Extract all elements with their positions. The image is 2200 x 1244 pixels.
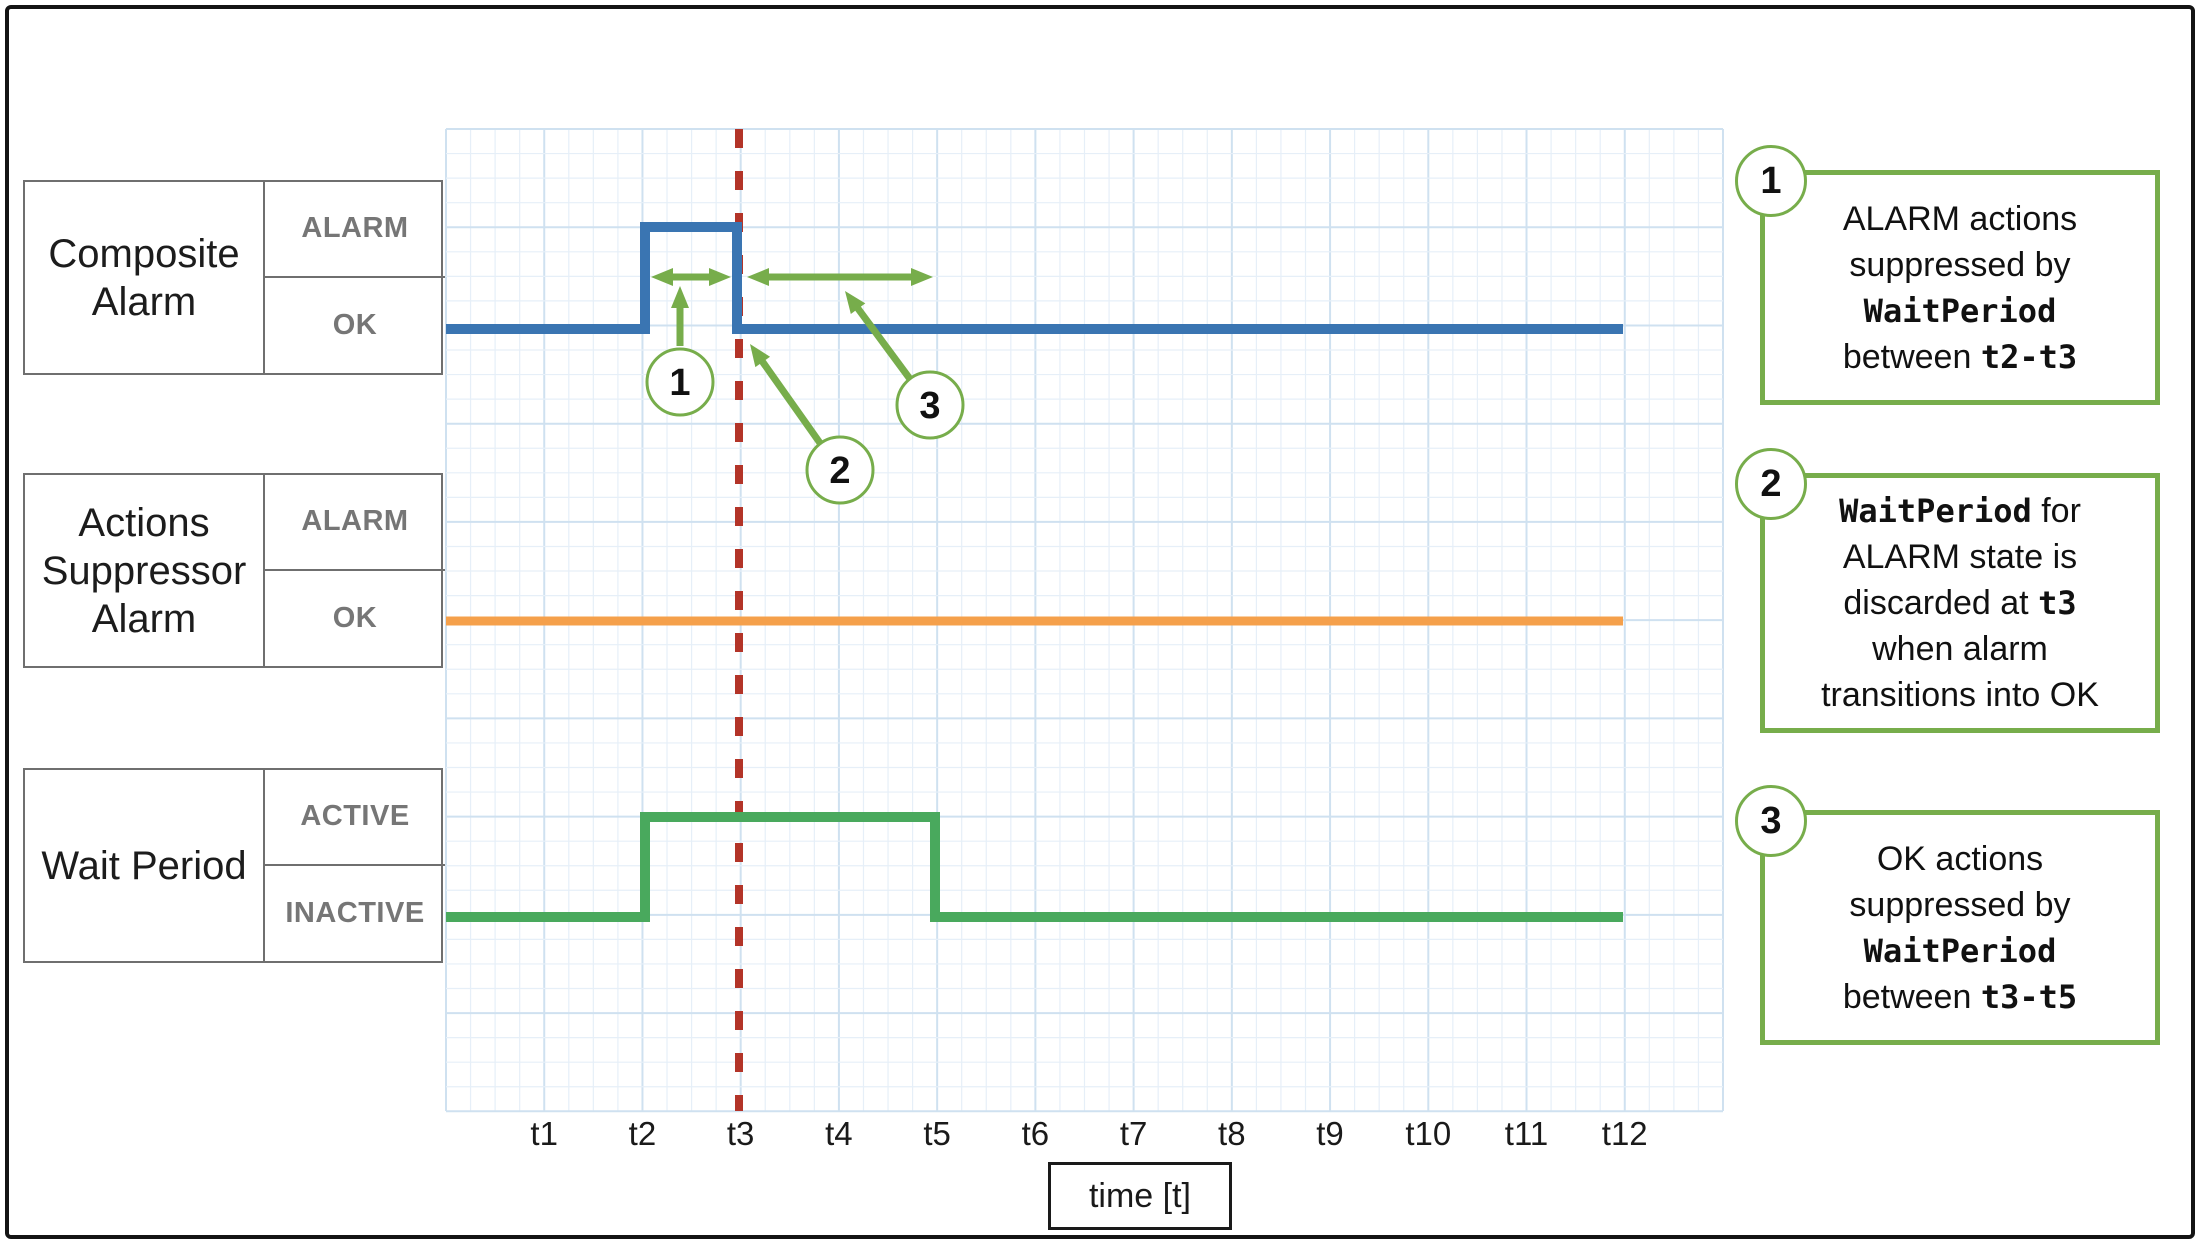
callout-2-number: 2 (1760, 463, 1782, 505)
tick-label-t9: t9 (1316, 1115, 1344, 1152)
callout-2-line: WaitPeriod for (1839, 492, 2081, 530)
tick-label-t8: t8 (1218, 1115, 1246, 1152)
callout-1-line: WaitPeriod (1863, 291, 2057, 330)
row-actions-suppressor-alarm: Actions Suppressor Alarm ALARM OK (23, 473, 445, 668)
callout-2-line: when alarm (1872, 630, 2048, 668)
callout-3-line: between t3-t5 (1842, 977, 2078, 1016)
row-label: Wait Period (25, 770, 265, 961)
callout-1-line: suppressed by (1849, 245, 2071, 284)
span-t3-t5-arrow-head (911, 268, 933, 286)
row-composite-alarm: Composite Alarm ALARM OK (23, 180, 445, 375)
callout-3-line: suppressed by (1849, 885, 2071, 924)
tick-label-t1: t1 (530, 1115, 558, 1152)
callout3-pointer-arrow (852, 303, 913, 382)
callout-2-line: ALARM state is (1842, 538, 2078, 576)
state-label-active: ACTIVE (265, 770, 445, 866)
callout-2-line: discarded at t3 (1843, 584, 2077, 622)
state-label-inactive: INACTIVE (285, 896, 425, 929)
tick-label-t6: t6 (1022, 1115, 1050, 1152)
tick-label-t12: t12 (1602, 1115, 1648, 1152)
callout-1-badge: 1 (1735, 145, 1807, 217)
marker-circle-1 (645, 347, 715, 417)
marker-circle-3 (895, 370, 965, 440)
state-label-alarm: ALARM (265, 475, 445, 571)
marker-circle-2 (805, 435, 875, 505)
callout-3-badge: 3 (1735, 785, 1807, 857)
callout-1: 1 ALARM actions suppressed by WaitPeriod… (1735, 145, 2160, 405)
marker-number-1: 1 (669, 362, 690, 404)
tick-label-t11: t11 (1505, 1115, 1548, 1152)
callout-1-line: between t2-t3 (1842, 337, 2078, 376)
callout-1-line: ALARM actions (1842, 199, 2078, 238)
time-axis-label: time [t] (1048, 1162, 1232, 1230)
callout-3-line: OK actions (1876, 839, 2044, 878)
row-wait-period: Wait Period ACTIVE INACTIVE (23, 768, 445, 963)
callout-2-badge: 2 (1735, 448, 1807, 520)
tick-label-t7: t7 (1120, 1115, 1148, 1152)
tick-label-t3: t3 (727, 1115, 755, 1152)
state-label-ok: OK (332, 308, 378, 341)
span-t2-t3-arrow-head (651, 268, 673, 286)
callout-2: 2 WaitPeriod for ALARM state is discarde… (1735, 448, 2160, 733)
state-label-ok: OK (332, 601, 378, 634)
span-t2-t3-arrow-head (709, 268, 731, 286)
callout-3-number: 3 (1760, 800, 1782, 842)
callout-3: 3 OK actions suppressed by WaitPeriod be… (1735, 785, 2160, 1045)
tick-label-t5: t5 (923, 1115, 951, 1152)
marker-number-2: 2 (829, 450, 850, 492)
callout-2-line: transitions into OK (1821, 676, 2099, 714)
tick-label-t4: t4 (825, 1115, 853, 1152)
row-label: Composite Alarm (25, 182, 265, 373)
callout2-pointer-arrow (757, 356, 823, 446)
callout2-pointer-arrow-head (750, 344, 771, 368)
callout3-pointer-arrow-head (845, 291, 866, 315)
marker-number-3: 3 (919, 385, 940, 427)
callout1-pointer-arrow-head (671, 286, 689, 308)
span-t3-t5-arrow-head (747, 268, 769, 286)
row-label: Actions Suppressor Alarm (25, 475, 265, 666)
callout-1-number: 1 (1760, 160, 1782, 202)
state-label-alarm: ALARM (265, 182, 445, 278)
time-axis-label-text: time [t] (1088, 1176, 1192, 1215)
wait-period-line (446, 812, 1623, 922)
callout-3-line: WaitPeriod (1863, 931, 2057, 970)
tick-label-t2: t2 (629, 1115, 657, 1152)
composite-alarm-line (446, 222, 1623, 334)
tick-label-t10: t10 (1405, 1115, 1451, 1152)
